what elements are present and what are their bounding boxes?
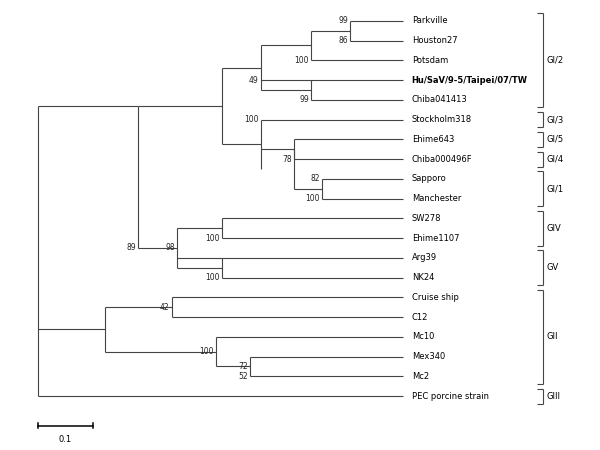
Text: Cruise ship: Cruise ship — [412, 293, 458, 302]
Text: C12: C12 — [412, 313, 428, 322]
Text: Parkville: Parkville — [412, 16, 447, 25]
Text: 100: 100 — [244, 115, 259, 124]
Text: 100: 100 — [295, 56, 309, 65]
Text: NK24: NK24 — [412, 273, 434, 282]
Text: Chiba000496F: Chiba000496F — [412, 154, 472, 163]
Text: 100: 100 — [205, 273, 220, 282]
Text: Hu/SaV/9-5/Taipei/07/TW: Hu/SaV/9-5/Taipei/07/TW — [412, 76, 527, 85]
Text: GI/4: GI/4 — [546, 154, 563, 163]
Text: 100: 100 — [305, 194, 320, 203]
Text: 100: 100 — [205, 234, 220, 243]
Text: GV: GV — [546, 263, 559, 272]
Text: 0.1: 0.1 — [59, 435, 72, 444]
Text: 52: 52 — [238, 372, 248, 381]
Text: GIV: GIV — [546, 224, 561, 233]
Text: Chiba041413: Chiba041413 — [412, 95, 467, 104]
Text: GI/3: GI/3 — [546, 115, 563, 124]
Text: Houston27: Houston27 — [412, 36, 457, 45]
Text: Manchester: Manchester — [412, 194, 461, 203]
Text: 49: 49 — [249, 76, 259, 85]
Text: GII: GII — [546, 332, 557, 341]
Text: 82: 82 — [311, 174, 320, 183]
Text: Sapporo: Sapporo — [412, 174, 446, 183]
Text: 42: 42 — [160, 303, 169, 312]
Text: Arg39: Arg39 — [412, 253, 437, 262]
Text: GI/1: GI/1 — [546, 184, 563, 193]
Text: Mc2: Mc2 — [412, 372, 429, 381]
Text: 100: 100 — [200, 347, 214, 356]
Text: Ehime1107: Ehime1107 — [412, 234, 459, 243]
Text: Stockholm318: Stockholm318 — [412, 115, 472, 124]
Text: GI/5: GI/5 — [546, 135, 563, 144]
Text: Mc10: Mc10 — [412, 332, 434, 341]
Text: PEC porcine strain: PEC porcine strain — [412, 392, 488, 400]
Text: 89: 89 — [126, 243, 136, 252]
Text: 98: 98 — [166, 243, 175, 252]
Text: 99: 99 — [338, 16, 348, 25]
Text: 72: 72 — [238, 362, 248, 371]
Text: Ehime643: Ehime643 — [412, 135, 454, 144]
Text: 78: 78 — [283, 154, 292, 163]
Text: 86: 86 — [338, 36, 348, 45]
Text: SW278: SW278 — [412, 214, 441, 223]
Text: 99: 99 — [299, 95, 309, 104]
Text: GIII: GIII — [546, 392, 560, 400]
Text: GI/2: GI/2 — [546, 56, 563, 65]
Text: Potsdam: Potsdam — [412, 56, 448, 65]
Text: Mex340: Mex340 — [412, 352, 445, 361]
